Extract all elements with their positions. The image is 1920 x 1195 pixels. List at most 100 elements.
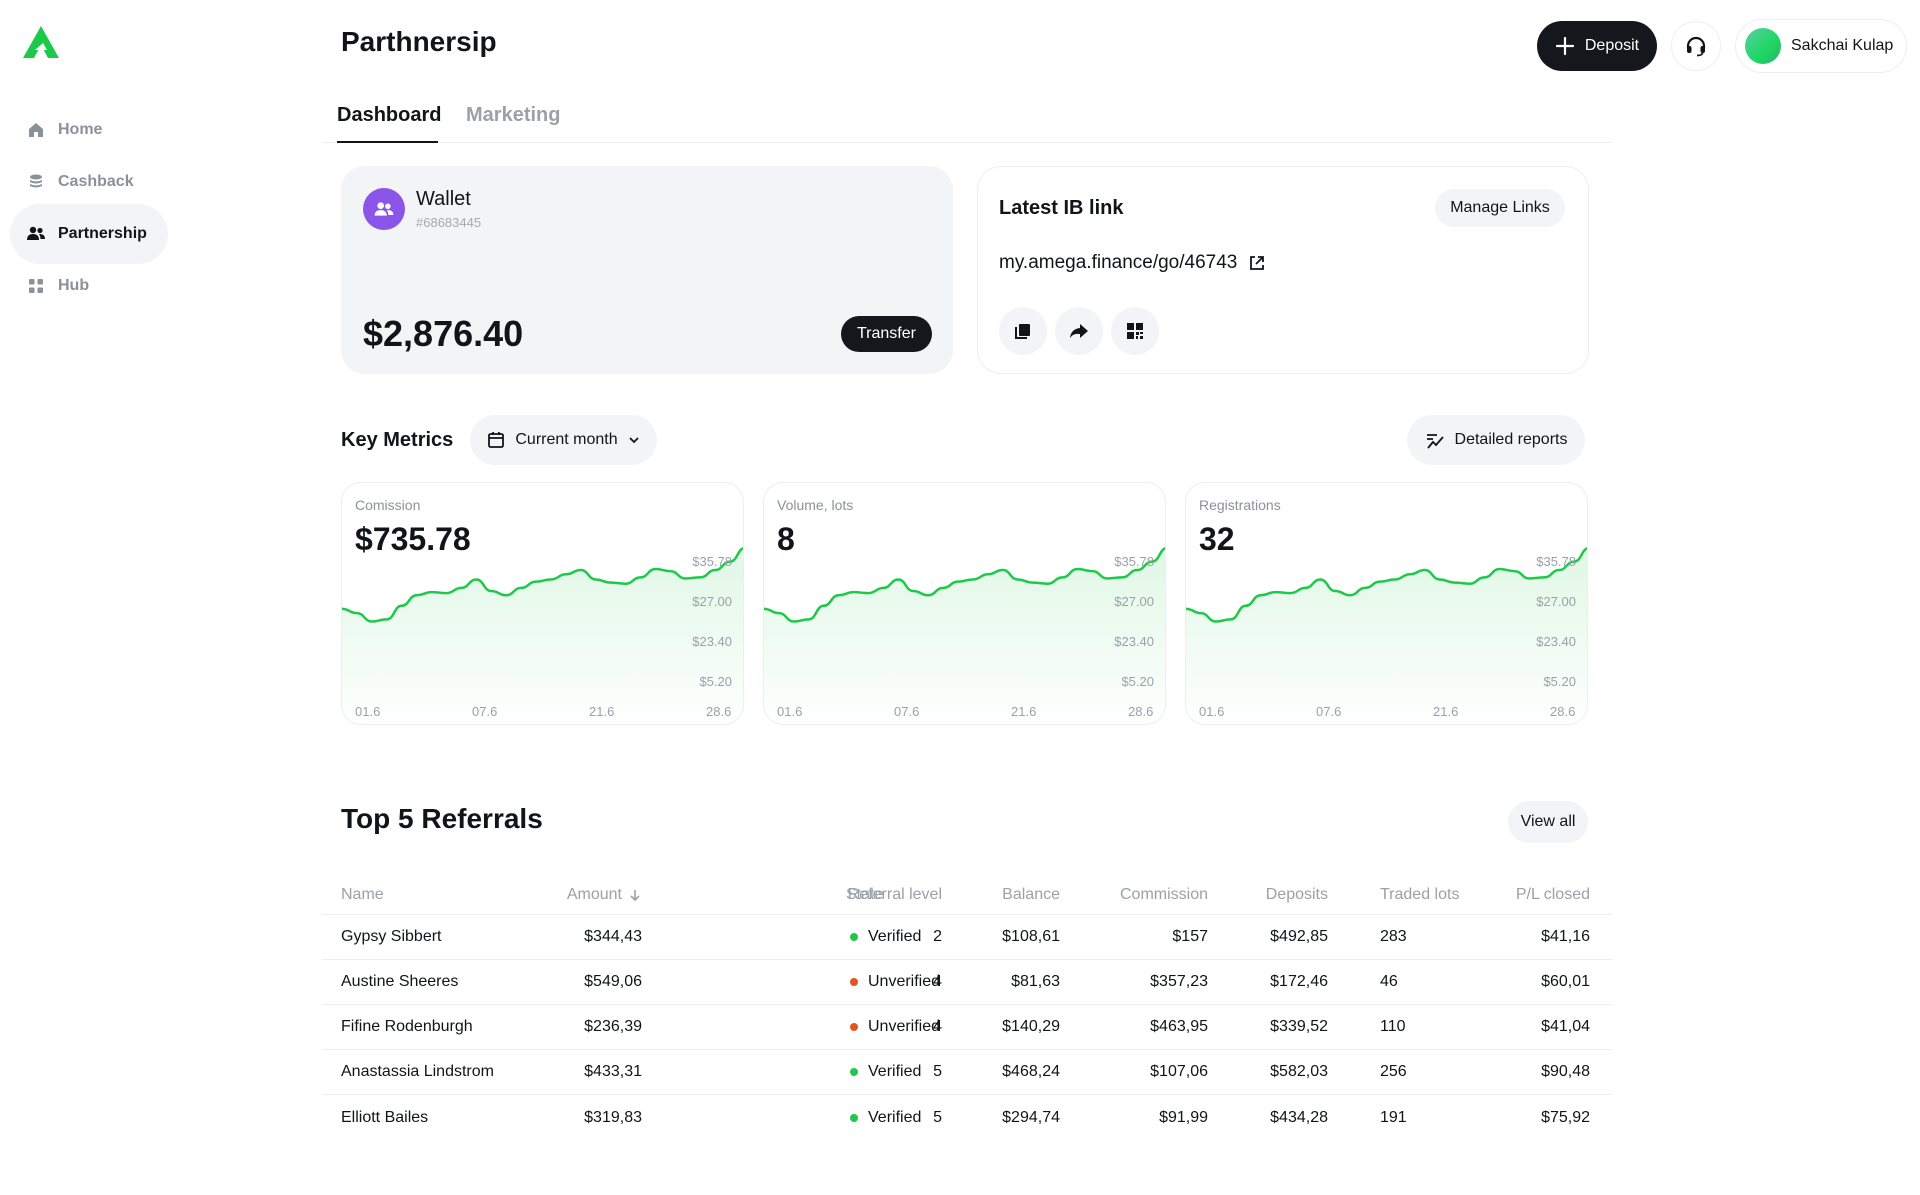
cell-deposits: $434,28 [1270,1108,1328,1126]
y-tick-label: $23.40 [1536,634,1576,649]
amega-logo[interactable] [21,24,61,60]
chart-area [1186,548,1587,724]
sidebar-item-cashback[interactable]: Cashback [10,152,168,212]
chart-series-line [342,547,743,623]
column-header-deposits[interactable]: Deposits [1265,885,1328,903]
cell-pl-closed: $41,04 [1541,1018,1590,1035]
chart-series-line [1186,547,1587,623]
deposit-button[interactable]: Deposit [1537,21,1657,71]
status-dot-icon [850,1068,858,1076]
period-dropdown[interactable]: Current month [470,415,657,465]
ib-link-url[interactable]: my.amega.finance/go/46743 [999,252,1265,274]
column-header-pl-closed[interactable]: P/L closed [1515,885,1590,903]
cell-traded-lots: 191 [1380,1108,1407,1126]
cell-level: 4 [933,973,942,990]
cell-state: Verified [850,1095,921,1140]
cell-traded-lots: 256 [1380,1063,1407,1080]
metric-value: 8 [777,521,795,557]
cell-state: Unverified [850,1005,940,1049]
home-icon [29,123,43,137]
users-icon [27,226,45,240]
status-dot-icon [850,1023,858,1031]
cell-name: Elliott Bailes [341,1108,429,1126]
column-header-balance[interactable]: Balance [1002,885,1060,903]
y-tick-label: $5.20 [1121,674,1154,689]
cell-commission: $157 [1172,928,1208,945]
share-link-button[interactable] [1055,307,1103,355]
column-header-state[interactable]: State [846,885,884,903]
column-header-commission[interactable]: Commission [1119,885,1208,903]
reports-icon [1426,434,1444,449]
x-tick-label: 07.6 [894,704,919,719]
view-all-button[interactable]: View all [1508,801,1588,843]
status-label: Unverified [868,973,941,990]
tab-dashboard[interactable]: Dashboard [337,104,442,126]
external-link-icon[interactable] [1249,255,1265,271]
cell-pl-closed: $75,92 [1541,1108,1590,1126]
wallet-balance: $2,876.40 [363,313,524,354]
cell-level: 4 [933,1018,942,1035]
table-row[interactable]: Anastassia Lindstrom $433,31 5 Verified $468… [322,1050,1612,1095]
status-dot-icon [850,1113,858,1122]
metric-chart: $35.78 $27.00 $23.40 $5.20 01.6 07.6 21.6 28.6 [342,547,743,724]
table-row[interactable]: Elliott Bailes $319,83 5 Verified $294,74 $91… [322,1095,1612,1140]
cell-level: 5 [933,1108,942,1126]
column-header-name[interactable]: Name [341,885,384,903]
key-metrics-title: Key Metrics [341,429,454,451]
chart-area [342,548,743,724]
sidebar-item-partnership[interactable]: Partnership [10,204,168,264]
y-tick-label: $27.00 [692,594,732,609]
cell-traded-lots: 283 [1380,928,1407,945]
table-row[interactable]: Fifine Rodenburgh $236,39 4 Unverified $140,… [322,1005,1612,1050]
cell-amount: $236,39 [584,1018,642,1035]
deposit-label: Deposit [1584,37,1640,54]
manage-links-button[interactable]: Manage Links [1435,189,1565,227]
sidebar-item-home[interactable]: Home [10,100,168,160]
cell-traded-lots: 46 [1380,973,1398,990]
metric-card-volume[interactable]: $35.78 $27.00 $23.40 $5.20 01.6 07.6 21.6 28.6 … [763,482,1166,725]
y-tick-label: $5.20 [699,674,732,689]
x-tick-label: 21.6 [589,704,614,719]
table-row[interactable]: Austine Sheeres $549,06 4 Unverified $81,63 $… [322,960,1612,1005]
sidebar-item-label: Home [58,121,103,138]
x-tick-label: 01.6 [1199,704,1224,719]
tab-marketing[interactable]: Marketing [466,104,561,126]
x-tick-label: 01.6 [777,704,802,719]
coins-icon [30,174,42,188]
ib-link-text[interactable]: my.amega.finance/go/46743 [999,252,1238,273]
transfer-button[interactable]: Transfer [841,316,932,352]
tab-bar: Dashboard Marketing [322,100,1612,143]
status-label: Unverified [868,1018,941,1035]
table-row[interactable]: Gypsy Sibbert $344,43 2 Verified $108,61 $157… [322,915,1612,960]
column-header-traded-lots[interactable]: Traded lots [1380,885,1460,903]
cell-deposits: $172,46 [1270,973,1328,990]
user-menu[interactable]: Sakchai Kulap [1735,19,1907,73]
user-name: Sakchai Kulap [1791,37,1894,54]
x-tick-label: 01.6 [355,704,380,719]
cell-state: Unverified [850,960,940,1004]
qr-code-button[interactable] [1111,307,1159,355]
metric-card-registrations[interactable]: $35.78 $27.00 $23.40 $5.20 01.6 07.6 21.6 28.6 … [1185,482,1588,725]
metric-label: Comission [355,497,421,513]
metric-chart: $35.78 $27.00 $23.40 $5.20 01.6 07.6 21.6 28.6 [1186,547,1587,724]
cell-balance: $81,63 [1011,973,1060,990]
y-tick-label: $35.78 [1114,554,1154,569]
x-tick-label: 07.6 [1316,704,1341,719]
detailed-reports-button[interactable]: Detailed reports [1407,415,1585,465]
x-tick-label: 21.6 [1433,704,1458,719]
cell-state: Verified [850,915,921,959]
cell-state: Verified [850,1050,921,1094]
column-header-level[interactable]: Referral level [847,885,942,903]
active-tab-indicator [337,141,438,143]
support-button[interactable] [1671,21,1721,71]
metric-label: Volume, lots [777,497,854,513]
copy-link-button[interactable] [999,307,1047,355]
sidebar-item-hub[interactable]: Hub [10,256,168,316]
sidebar: Home Cashback Partnership Hub [0,0,180,1195]
table-body: Gypsy Sibbert $344,43 2 Verified $108,61 $157… [322,915,1612,1140]
metric-card-commission[interactable]: $35.78 $27.00 $23.40 $5.20 01.6 07.6 21.6 28.6 … [341,482,744,725]
y-tick-label: $23.40 [692,634,732,649]
y-tick-label: $35.78 [692,554,732,569]
cell-commission: $357,23 [1150,973,1208,990]
column-header-amount[interactable]: Amount [522,875,642,914]
